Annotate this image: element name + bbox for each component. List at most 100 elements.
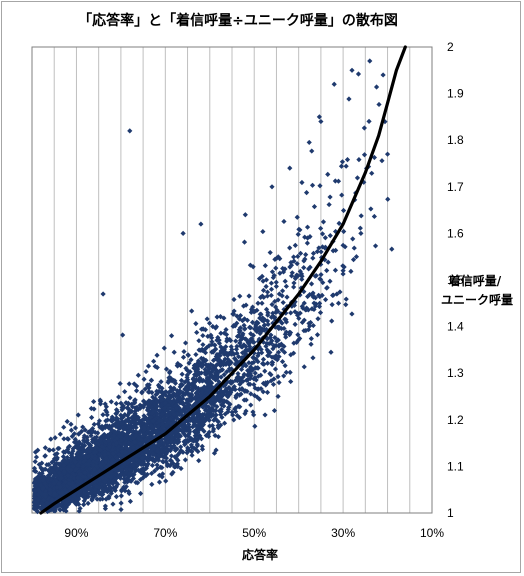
data-point (226, 367, 233, 374)
data-point (80, 424, 86, 430)
data-points (31, 58, 395, 515)
data-point (146, 402, 152, 408)
data-point (379, 158, 385, 164)
data-point (174, 461, 180, 467)
data-point (225, 356, 231, 362)
data-point (54, 485, 60, 491)
data-point (273, 279, 279, 285)
data-point (112, 437, 118, 444)
data-point (336, 220, 342, 226)
data-point (192, 419, 198, 426)
data-point (149, 470, 155, 477)
data-point (279, 358, 286, 365)
data-point (348, 268, 354, 275)
data-point (335, 178, 342, 184)
data-point (191, 404, 197, 410)
data-point (199, 426, 205, 432)
data-point (181, 439, 188, 445)
data-point (138, 429, 144, 435)
data-point (113, 401, 119, 407)
data-point (119, 418, 125, 425)
data-point (234, 391, 240, 398)
data-point (260, 228, 266, 235)
data-point (106, 470, 112, 476)
data-point (234, 350, 240, 356)
data-point (291, 258, 297, 264)
data-point (137, 405, 143, 411)
data-point (241, 303, 247, 309)
data-point (102, 503, 108, 509)
data-point (178, 465, 184, 472)
data-point (151, 358, 157, 364)
data-point (167, 368, 173, 375)
data-point (129, 408, 135, 415)
data-point (196, 408, 202, 414)
data-point (318, 118, 324, 125)
data-point (216, 340, 222, 346)
data-point (361, 152, 368, 158)
data-point (235, 333, 241, 339)
data-point (75, 496, 82, 503)
data-point (81, 498, 87, 504)
data-point (84, 440, 91, 446)
data-point (257, 311, 263, 317)
data-point (233, 408, 239, 415)
data-point (389, 246, 395, 252)
data-point (186, 369, 193, 375)
data-point (263, 283, 269, 290)
data-point (56, 445, 62, 452)
data-point (93, 434, 100, 440)
data-point (303, 252, 309, 258)
data-point (253, 365, 259, 371)
data-point (121, 440, 128, 447)
data-point (154, 462, 160, 468)
data-point (340, 268, 346, 274)
data-point (281, 218, 287, 225)
data-point (178, 400, 184, 406)
data-point (54, 503, 61, 510)
data-point (42, 445, 48, 451)
data-point (66, 485, 73, 491)
data-point (272, 366, 279, 372)
data-point (351, 245, 357, 251)
data-point (265, 321, 271, 327)
data-point (211, 342, 218, 348)
data-point (67, 463, 73, 469)
data-point (225, 400, 232, 406)
data-point (90, 474, 96, 481)
data-point (317, 300, 323, 307)
data-point (291, 254, 297, 260)
data-point (126, 381, 132, 387)
data-point (284, 294, 290, 300)
data-point (234, 378, 240, 384)
data-point (177, 433, 184, 439)
data-point (313, 301, 319, 307)
data-point (228, 337, 234, 344)
data-point (52, 435, 58, 441)
data-point (168, 453, 175, 459)
data-point (59, 487, 65, 493)
data-point (299, 303, 305, 309)
data-point (243, 343, 249, 350)
data-point (142, 426, 148, 433)
data-point (238, 391, 244, 397)
data-point (165, 402, 172, 408)
data-point (53, 464, 59, 470)
data-point (44, 500, 50, 506)
data-point (126, 447, 133, 453)
data-point (70, 456, 76, 462)
data-point (273, 352, 279, 359)
data-point (260, 389, 266, 395)
data-point (155, 423, 161, 429)
data-point (82, 457, 88, 464)
data-point (224, 336, 230, 342)
data-point (87, 444, 93, 450)
data-point (218, 374, 224, 380)
data-point (196, 420, 202, 426)
data-point (144, 382, 151, 388)
data-point (204, 400, 210, 406)
data-point (94, 496, 100, 502)
data-point (241, 371, 247, 377)
data-point (165, 447, 171, 454)
data-point (237, 376, 244, 382)
